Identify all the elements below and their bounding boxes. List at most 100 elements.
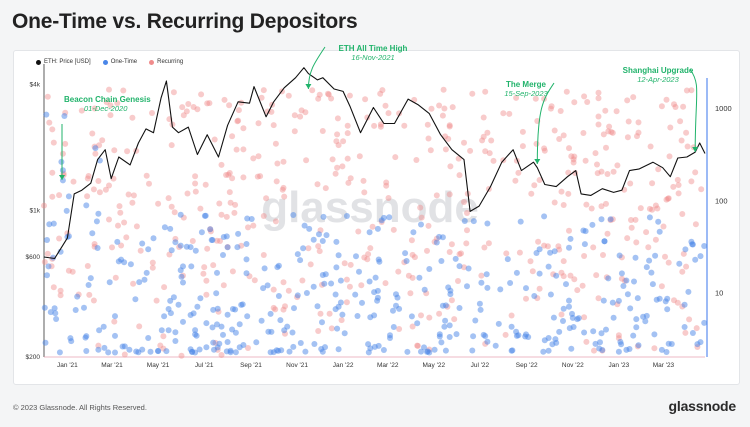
recurring-point [49,126,56,133]
y-left-tick-label: $200 [26,354,41,361]
price-line [43,67,706,260]
recurring-point [168,203,175,210]
recurring-point [551,199,558,206]
one-time-point [550,314,557,321]
recurring-point [461,264,467,271]
one-time-point [692,256,699,263]
one-time-point [623,277,630,284]
recurring-point [565,190,572,197]
recurring-point [490,157,497,164]
recurring-point [194,106,201,113]
recurring-point [583,201,590,208]
one-time-point [126,346,133,353]
recurring-point [566,145,572,152]
recurring-point [333,138,340,145]
one-time-point [332,291,339,298]
annotation-arrow [307,46,326,90]
one-time-point [452,255,459,262]
recurring-point [515,169,522,176]
recurring-point [667,124,674,131]
one-time-point [461,218,468,224]
recurring-point [371,122,378,129]
recurring-point [455,278,461,284]
one-time-point [172,338,179,344]
one-time-point [337,299,344,306]
one-time-point [163,348,170,355]
recurring-point [485,240,492,247]
recurring-point [143,172,150,179]
one-time-point [694,341,701,348]
recurring-point [535,238,542,245]
recurring-point [541,147,548,154]
one-time-point [404,348,411,355]
one-time-point [536,246,543,253]
recurring-point [383,179,390,186]
one-time-point [541,213,548,220]
recurring-point [464,227,470,234]
recurring-point [95,342,102,349]
legend-item-one-time[interactable]: One-Time [102,59,137,65]
legend-item-price[interactable]: ETH: Price [USD] [36,59,91,65]
one-time-point [574,316,581,323]
one-time-point [303,290,310,296]
recurring-point [49,169,56,176]
recurring-point [679,268,686,275]
one-time-point [386,214,393,221]
recurring-point [665,259,672,266]
one-time-point [424,348,431,355]
recurring-point [109,244,115,251]
recurring-point [590,244,597,251]
recurring-point [606,123,613,130]
recurring-point [116,203,123,210]
one-time-point [319,272,326,278]
recurring-point [220,282,227,289]
one-time-point [100,323,107,330]
recurring-point [418,214,425,221]
one-time-point [240,342,247,348]
one-time-point [180,318,186,325]
recurring-point [129,114,136,121]
recurring-point [204,245,211,252]
one-time-point [192,327,199,334]
recurring-point [95,178,102,184]
one-time-point [147,348,154,355]
one-time-point [453,331,460,338]
recurring-point [328,325,335,332]
recurring-point [130,280,137,287]
one-time-point [701,319,708,326]
one-time-point [525,334,532,340]
recurring-point [226,102,233,109]
recurring-point [427,147,434,154]
recurring-point [257,173,264,180]
one-time-point [598,216,605,223]
one-time-point [208,237,215,243]
recurring-point [149,264,156,271]
recurring-point [556,136,563,142]
one-time-point [513,269,520,276]
one-time-point [172,329,179,336]
one-time-point [223,233,230,240]
y-left-tick-label: $1k [30,208,41,215]
recurring-point [124,148,131,155]
recurring-point [221,96,228,103]
one-time-point [421,286,428,293]
one-time-point [132,296,139,303]
recurring-point [90,297,97,304]
legend-item-recurring[interactable]: Recurring [149,59,183,65]
one-time-point [375,342,382,349]
one-time-point [465,265,472,272]
recurring-point [527,258,534,265]
one-time-point [320,213,327,220]
scatter-points [41,86,708,359]
one-time-point [507,280,514,286]
one-time-point [354,313,361,319]
x-tick-label: Jan '23 [608,362,629,369]
recurring-point [229,175,236,182]
recurring-point [580,130,587,136]
recurring-point [255,120,262,127]
one-time-point [484,220,491,227]
recurring-point [488,137,495,144]
one-time-point [545,347,552,354]
one-time-point [58,158,65,165]
